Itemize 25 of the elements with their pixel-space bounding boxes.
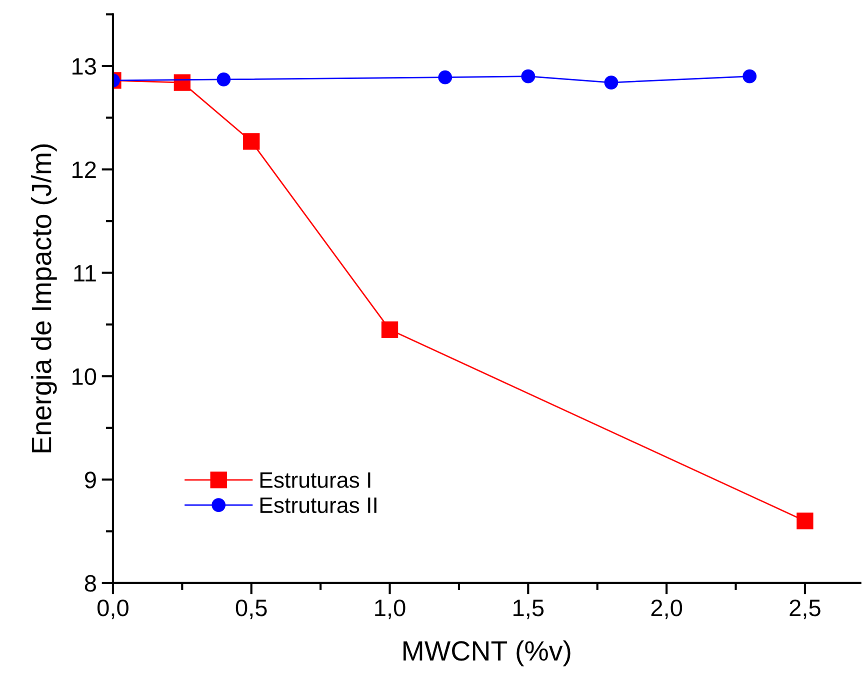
x-tick-label: 0,0 (97, 600, 128, 620)
x-tick-label: 2,0 (651, 600, 682, 620)
y-tick-label: 12 (72, 161, 96, 178)
x-tick-label: 1,0 (375, 600, 406, 620)
y-tick-label: 9 (84, 472, 96, 488)
point (742, 69, 757, 84)
point (604, 76, 618, 90)
x-tick-label: 0,5 (236, 600, 267, 620)
legend-label: Estruturas II (260, 498, 376, 514)
point (521, 69, 536, 84)
y-tick-label: 10 (72, 368, 96, 385)
y-tick-label: 13 (72, 58, 96, 75)
y-tick-label: 11 (74, 265, 96, 282)
point (381, 321, 398, 338)
x-tick-label: 2,5 (790, 600, 820, 620)
point (796, 512, 814, 530)
point (216, 72, 231, 86)
point (438, 70, 452, 84)
point (243, 133, 260, 150)
y-tick-label: 8 (84, 575, 96, 592)
x-axis-title: MWCNT (%v) (404, 640, 570, 666)
y-axis-title: Energia de Impacto (J/m) (30, 144, 57, 452)
legend-label: Estruturas I (260, 472, 370, 488)
point (174, 74, 191, 91)
x-tick-label: 1,5 (514, 600, 544, 620)
